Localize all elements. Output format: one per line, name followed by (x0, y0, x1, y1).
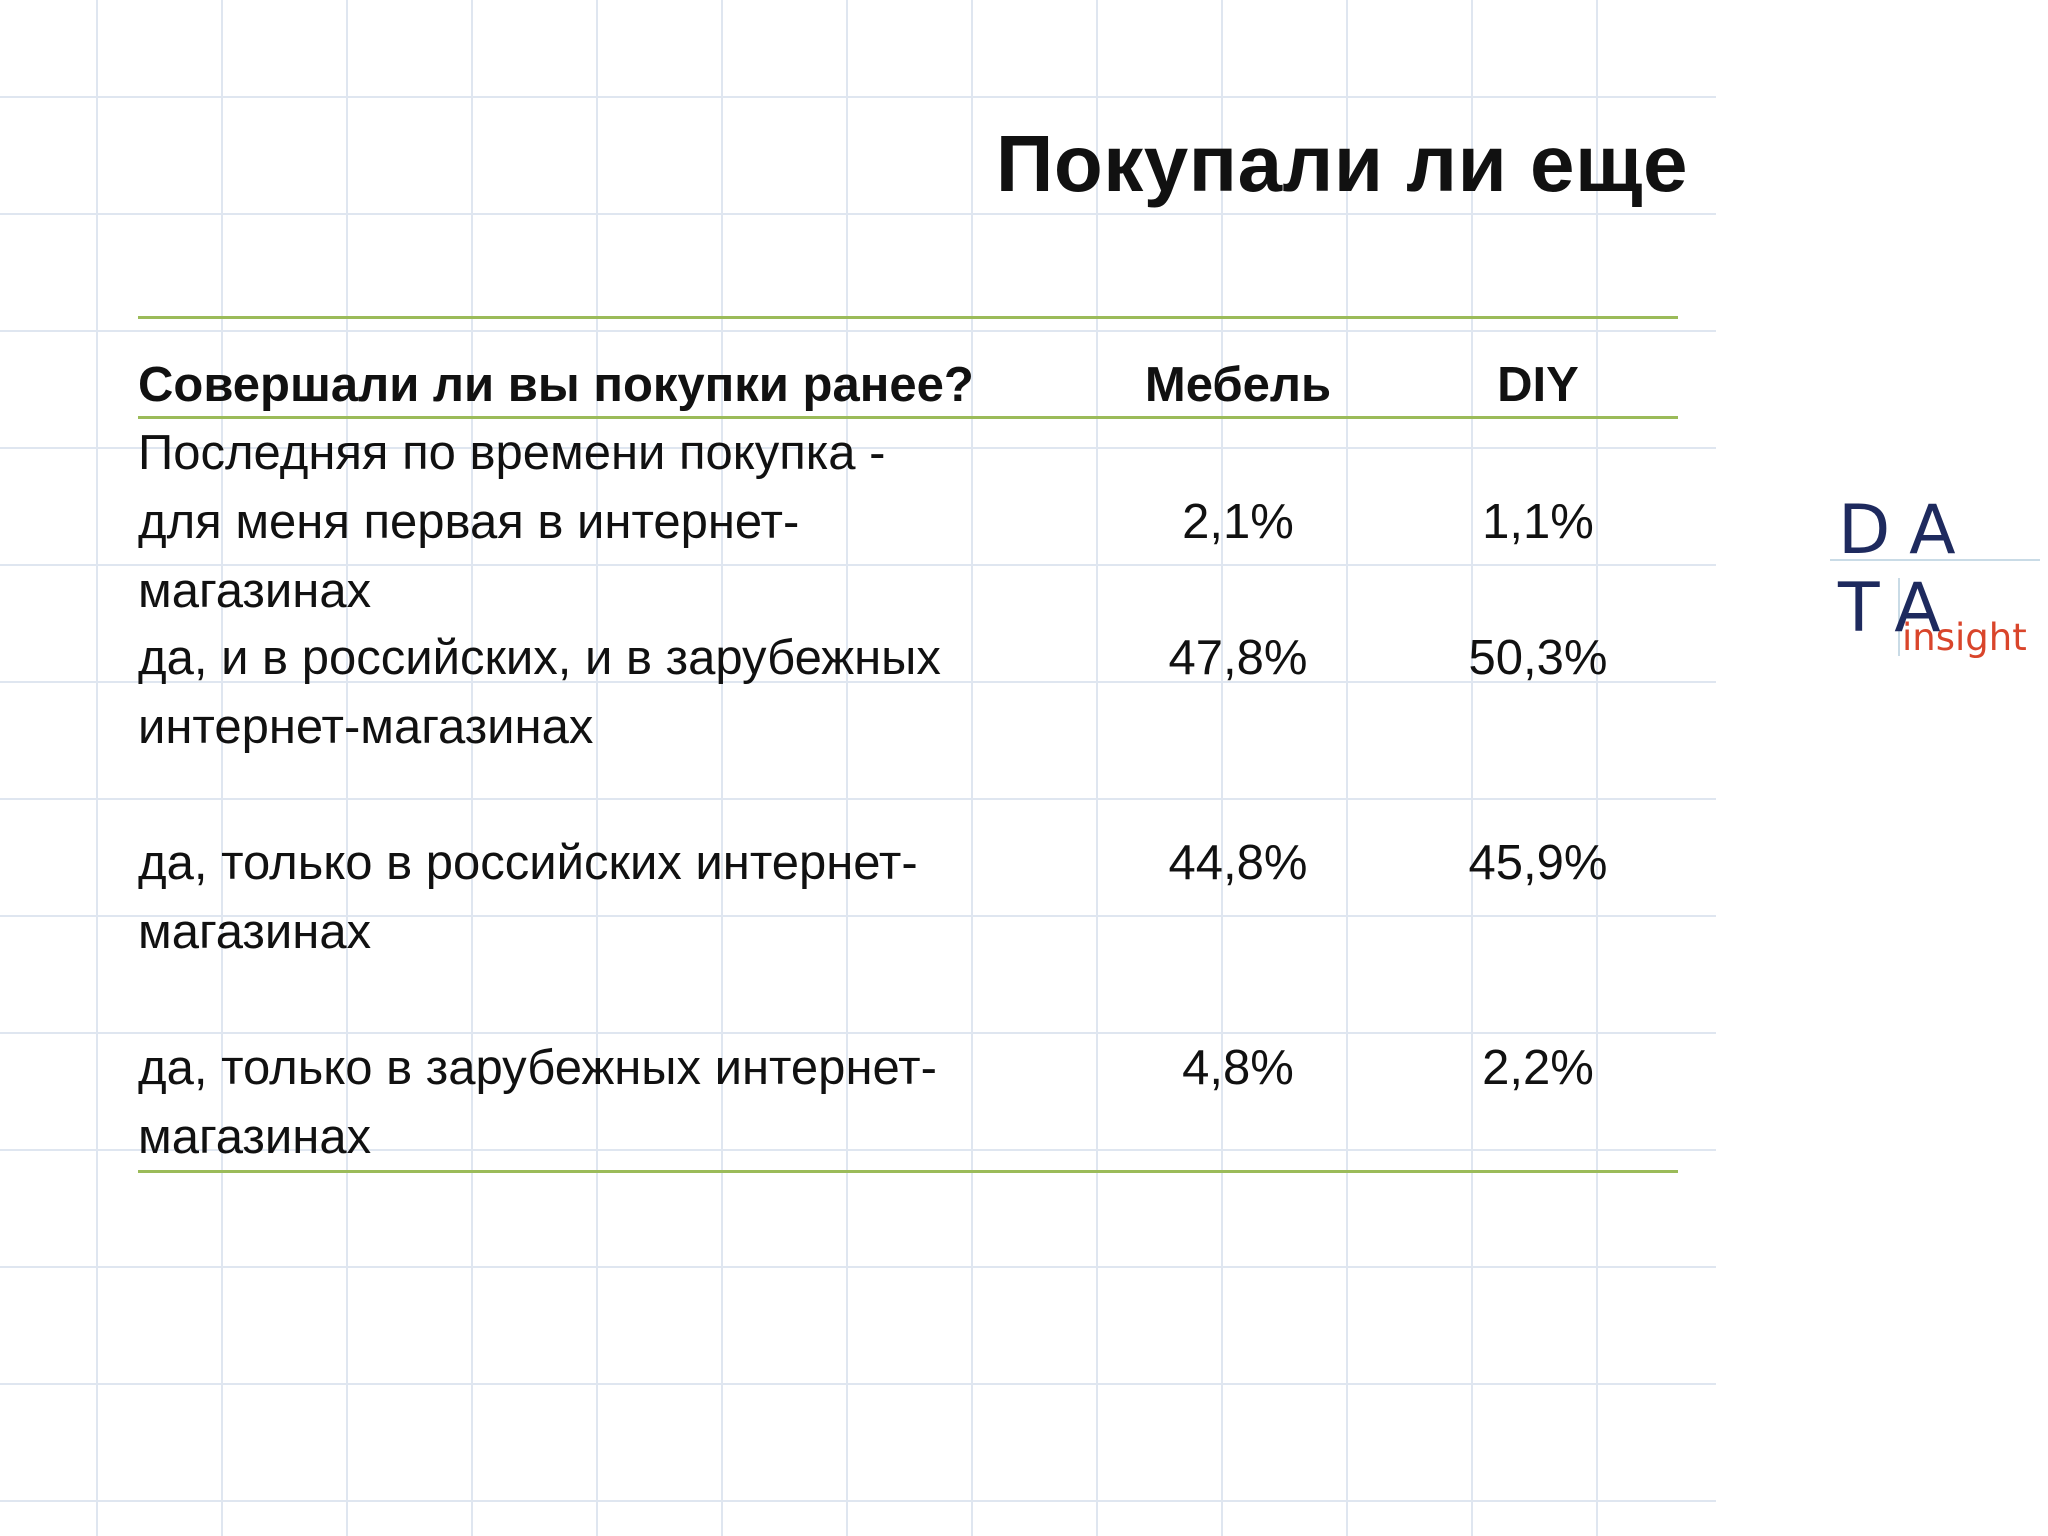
row-label-line: интернет-магазинах (138, 700, 594, 754)
table-row: да, только в российских интернет- магази… (138, 829, 1678, 1034)
table-row: да, только в зарубежных интернет- магази… (138, 1034, 1678, 1170)
row-label-line: да, и в российских, и в зарубежных (138, 631, 941, 685)
header-diy: DIY (1497, 358, 1579, 412)
row-label: да, только в зарубежных интернет- магази… (138, 1034, 1078, 1172)
logo-letters-top: DA (1838, 491, 1976, 570)
slide-title: Покупали ли еще (995, 119, 1688, 208)
row-label-line: магазинах (138, 564, 372, 618)
table-header: Совершали ли вы покупки ранее? Мебель DI… (138, 319, 1678, 416)
row-label-line: магазинах (138, 905, 372, 959)
cell-mebel: 44,8% (1168, 836, 1308, 890)
bottom-rule (138, 1170, 1678, 1173)
logo-horizontal-line (1830, 559, 2040, 561)
logo-letters: DA TA (1838, 492, 1976, 648)
table-row: да, и в российских, и в зарубежных интер… (138, 624, 1678, 829)
data-table: Совершали ли вы покупки ранее? Мебель DI… (138, 316, 1678, 1173)
cell-mebel: 2,1% (1182, 495, 1294, 549)
logo-letters-bottom: TA (1838, 569, 1961, 648)
row-label: Последняя по времени покупка - для меня … (138, 419, 1078, 626)
cell-mebel: 4,8% (1182, 1041, 1294, 1095)
row-label-line: Последняя по времени покупка - (138, 426, 886, 480)
row-label-line: да, только в зарубежных интернет- (138, 1041, 937, 1095)
header-rule (138, 416, 1678, 419)
row-label: да, и в российских, и в зарубежных интер… (138, 624, 1078, 762)
header-mebel: Мебель (1144, 358, 1332, 412)
cell-diy: 2,2% (1482, 1041, 1594, 1095)
logo-vertical-line (1898, 578, 1900, 656)
data-insight-logo: DA TA insight (1830, 492, 2040, 672)
row-label-line: для меня первая в интернет- (138, 495, 800, 549)
row-label-line: да, только в российских интернет- (138, 836, 918, 890)
cell-mebel: 47,8% (1168, 631, 1308, 685)
logo-tagline: insight (1902, 616, 2027, 659)
header-question: Совершали ли вы покупки ранее? (138, 358, 974, 412)
top-rule (138, 316, 1678, 319)
cell-diy: 1,1% (1482, 495, 1594, 549)
table-row: Последняя по времени покупка - для меня … (138, 419, 1678, 624)
grid-background (0, 0, 1716, 1536)
cell-diy: 45,9% (1468, 836, 1608, 890)
row-label: да, только в российских интернет- магази… (138, 829, 1078, 967)
cell-diy: 50,3% (1468, 631, 1608, 685)
row-label-line: магазинах (138, 1110, 372, 1164)
